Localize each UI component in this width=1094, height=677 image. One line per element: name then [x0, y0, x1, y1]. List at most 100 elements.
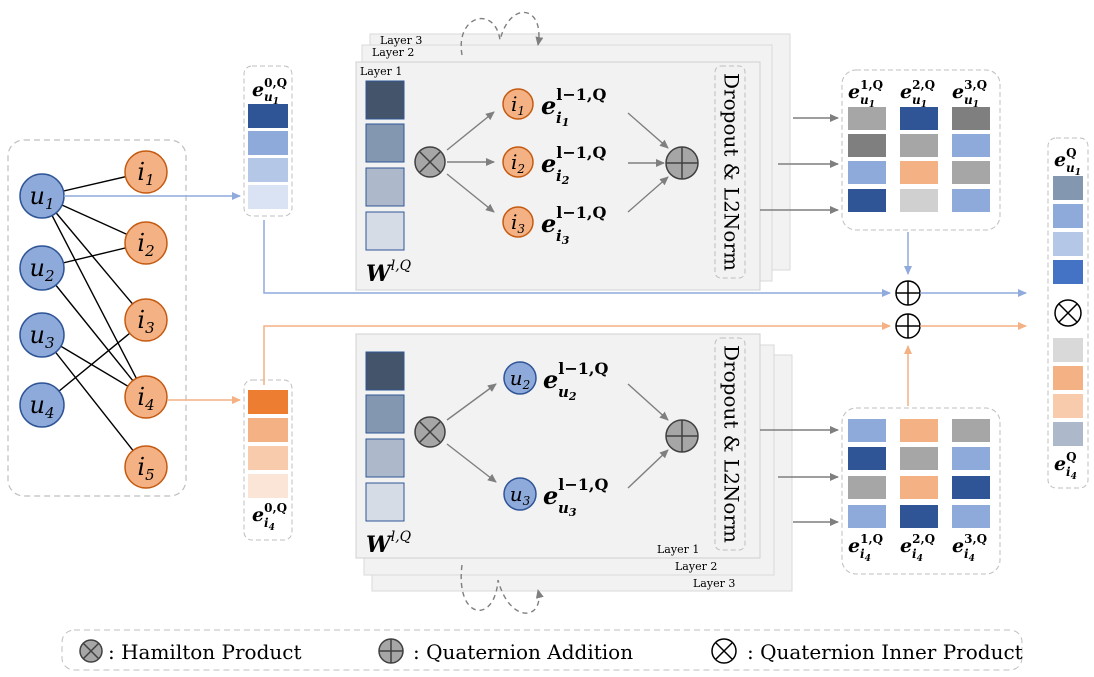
svg-text:el−1,Q: el−1,Q	[541, 143, 606, 178]
svg-text:e0,Q: e0,Q	[252, 76, 287, 101]
svg-text:i4: i4	[137, 383, 154, 414]
svg-text:i2: i2	[556, 167, 570, 187]
svg-text:i4: i4	[264, 516, 275, 533]
item-output-arrows	[760, 426, 839, 526]
svg-text:eQ: eQ	[1054, 450, 1077, 475]
bottom-neighbor-u3: u3 el−1,Q u3	[503, 475, 608, 519]
user-output-3-label: e3,Q u1	[952, 78, 987, 110]
top-layer-2-label: Layer 2	[372, 46, 414, 59]
top-arrows	[446, 111, 669, 213]
svg-text:i1: i1	[511, 92, 525, 118]
top-dropout-l2norm: Dropout & L2Norm	[714, 65, 746, 279]
bottom-hamilton-product	[414, 416, 446, 448]
top-layer-1-label: Layer 1	[360, 65, 402, 78]
bottom-arrows	[446, 383, 669, 489]
svg-text:u1: u1	[964, 93, 979, 110]
svg-text:e3,Q: e3,Q	[952, 78, 987, 103]
item-output-1-label: e1,Q i4	[848, 532, 883, 564]
svg-text:i3: i3	[556, 227, 570, 247]
legend-addition-label: : Quaternion Addition	[413, 640, 633, 664]
svg-text:u1: u1	[912, 93, 927, 110]
bottom-layer-1-label: Layer 1	[657, 543, 699, 556]
bottom-quaternion-addition	[665, 419, 699, 453]
svg-text:i3: i3	[137, 306, 154, 337]
svg-text:eQ: eQ	[1054, 146, 1077, 171]
svg-text:i1: i1	[556, 109, 569, 129]
item-aggregate-addition	[895, 313, 921, 339]
user-output-2-label: e2,Q u1	[900, 78, 935, 110]
svg-text:i4: i4	[1066, 465, 1077, 482]
item-node-i4: i4	[124, 375, 168, 419]
svg-text:u2: u2	[29, 254, 54, 285]
hamilton-product-icon	[79, 639, 103, 663]
item-skip-path	[263, 322, 891, 385]
svg-text:u1: u1	[264, 90, 279, 107]
legend-inner-label: : Quaternion Inner Product	[747, 640, 1023, 664]
bottom-layer-3-label: Layer 3	[693, 577, 735, 590]
svg-text:u3: u3	[510, 482, 531, 508]
user-node-u1: u1	[19, 173, 65, 219]
item-initial-embedding: e0,Q i4	[243, 379, 293, 541]
user-aggregate-addition	[895, 280, 921, 306]
svg-text:el−1,Q: el−1,Q	[541, 203, 606, 238]
bottom-recurrent-loop	[460, 564, 544, 614]
svg-text:i5: i5	[137, 453, 154, 484]
user-initial-embedding: e0,Q u1	[243, 65, 293, 217]
inner-product-symbol	[1054, 299, 1082, 327]
quaternion-inner-product-icon	[711, 638, 737, 664]
svg-text:u3: u3	[29, 321, 54, 352]
svg-text:u2: u2	[558, 383, 577, 403]
svg-text:e2,Q: e2,Q	[900, 532, 935, 557]
top-weight-matrix: Wl,Q	[365, 80, 412, 287]
svg-text:u2: u2	[510, 366, 531, 392]
top-neighbor-i2: i2 el−1,Q i2	[502, 143, 606, 187]
bottom-layer-2-label: Layer 2	[675, 560, 717, 573]
top-recurrent-loop	[460, 11, 544, 56]
svg-text:i2: i2	[137, 229, 154, 260]
svg-text:i4: i4	[860, 547, 871, 564]
item-node-i1: i1	[124, 150, 168, 194]
svg-text:u3: u3	[558, 499, 577, 519]
item-node-i3: i3	[124, 298, 168, 342]
bottom-weight-matrix: Wl,Q	[365, 351, 412, 558]
svg-text:el−1,Q: el−1,Q	[541, 85, 606, 120]
final-embeddings: eQ u1 eQ i4	[1047, 137, 1089, 489]
svg-text:i2: i2	[511, 150, 525, 176]
svg-text:Dropout & L2Norm: Dropout & L2Norm	[720, 73, 744, 271]
user-node-u2: u2	[19, 245, 65, 291]
legend: : Hamilton Product : Quaternion Addition…	[61, 629, 1023, 671]
user-node-u3: u3	[19, 312, 65, 358]
svg-text:i4: i4	[912, 547, 923, 564]
top-layer-3-label: Layer 3	[380, 34, 422, 47]
svg-text:Wl,Q: Wl,Q	[366, 529, 412, 558]
svg-text:el−1,Q: el−1,Q	[543, 475, 608, 510]
bottom-layer-stack: Layer 1 Layer 2 Layer 3	[355, 333, 793, 592]
bottom-dropout-l2norm: Dropout & L2Norm	[714, 337, 746, 551]
svg-text:e1,Q: e1,Q	[848, 78, 883, 103]
svg-text:i4: i4	[964, 547, 975, 564]
item-node-i2: i2	[124, 221, 168, 265]
svg-text:Dropout & L2Norm: Dropout & L2Norm	[720, 345, 744, 543]
user-node-u4: u4	[19, 382, 65, 428]
user-skip-path	[263, 220, 891, 297]
item-output-2-label: e2,Q i4	[900, 532, 935, 564]
final-item-label: eQ i4	[1054, 450, 1077, 482]
item-nodes: i1 i2 i3 i4 i5	[124, 150, 168, 489]
svg-text:e1,Q: e1,Q	[848, 532, 883, 557]
graph-box	[7, 139, 187, 497]
user-output-1-label: e1,Q u1	[848, 78, 883, 110]
svg-text:u1: u1	[860, 93, 875, 110]
legend-hamilton-label: : Hamilton Product	[108, 640, 302, 664]
top-quaternion-addition	[665, 146, 699, 180]
svg-text:e2,Q: e2,Q	[900, 78, 935, 103]
user-layer-outputs: e1,Q u1 e2,Q u1 e3,Q u1	[841, 69, 1001, 231]
item-node-i5: i5	[124, 445, 168, 489]
top-neighbor-i1: i1 el−1,Q i1	[502, 85, 606, 129]
top-hamilton-product	[414, 146, 446, 178]
svg-text:el−1,Q: el−1,Q	[543, 359, 608, 394]
user-nodes: u1 u2 u3 u4	[19, 173, 65, 428]
item-output-3-label: e3,Q i4	[952, 532, 987, 564]
item-layer-outputs: e1,Q i4 e2,Q i4 e3,Q i4	[841, 407, 1001, 575]
svg-text:i3: i3	[511, 210, 525, 236]
svg-text:e3,Q: e3,Q	[952, 532, 987, 557]
